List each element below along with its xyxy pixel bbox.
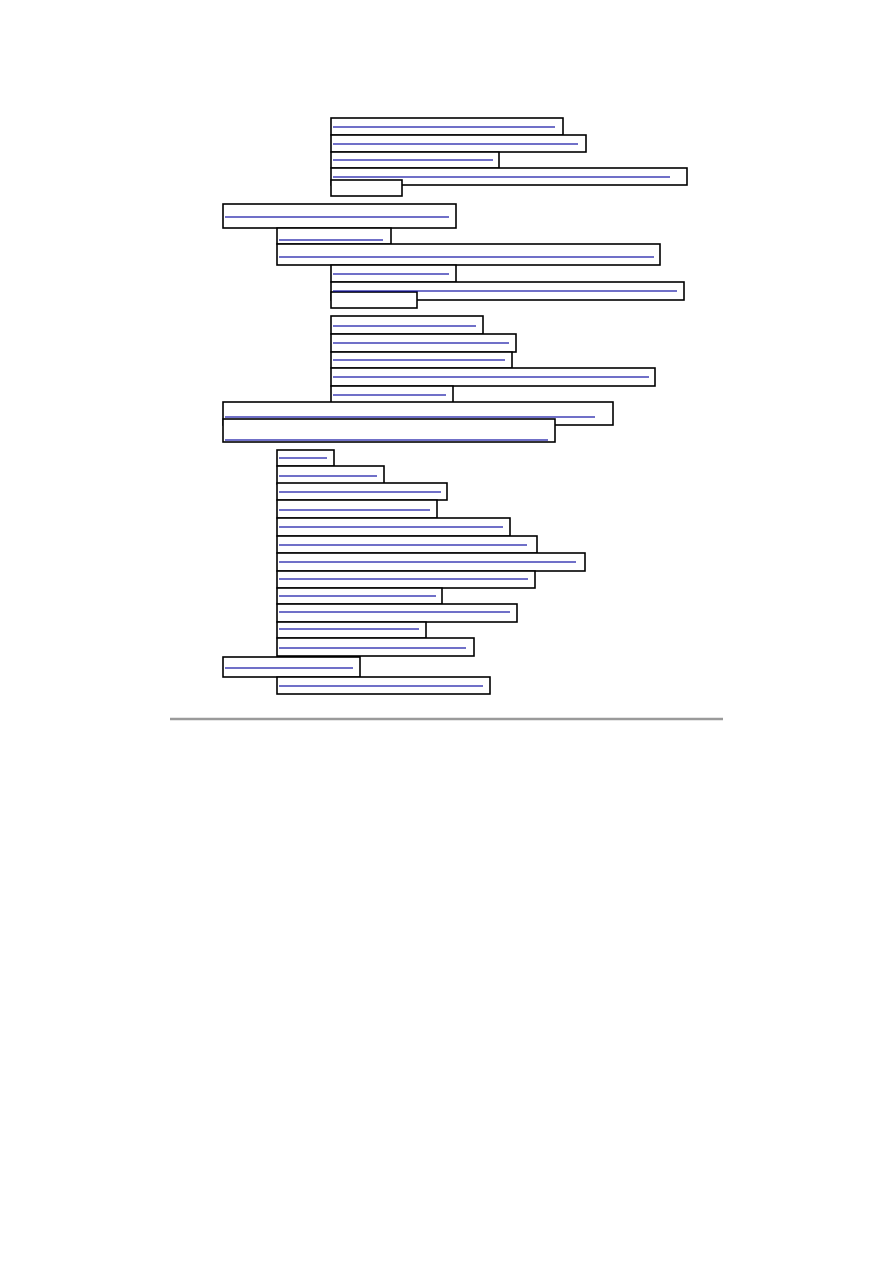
- outline-box: [330, 179, 403, 197]
- outline-box: [276, 243, 661, 266]
- outline-box: [276, 465, 385, 485]
- outline-box: [276, 637, 475, 657]
- outline-box: [276, 621, 427, 639]
- outline-box: [222, 203, 457, 229]
- outline-box: [222, 656, 361, 678]
- outline-box: [276, 227, 392, 245]
- outline-box: [330, 315, 484, 335]
- outline-box: [276, 603, 518, 623]
- outline-box: [330, 291, 418, 309]
- outline-box: [276, 499, 438, 519]
- outline-box: [222, 418, 556, 443]
